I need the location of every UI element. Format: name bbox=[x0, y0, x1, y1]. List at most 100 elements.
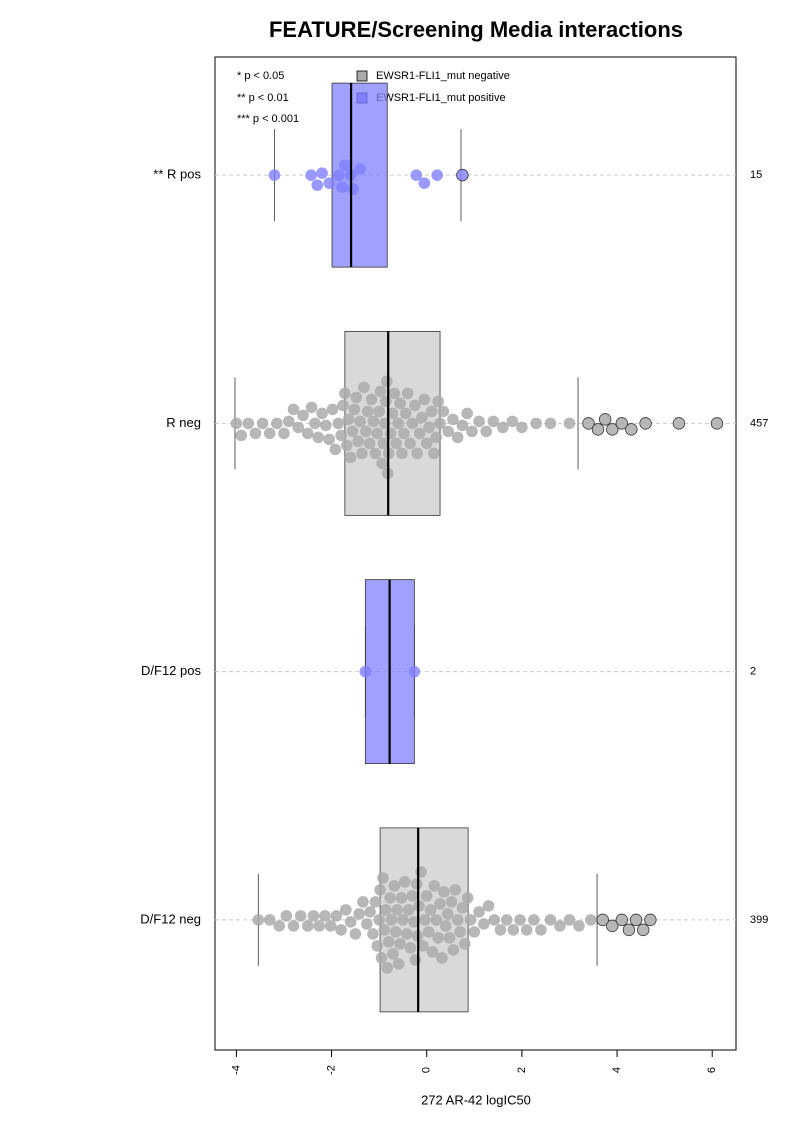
data-point bbox=[323, 177, 335, 189]
data-point bbox=[312, 431, 325, 444]
data-point bbox=[309, 417, 321, 430]
data-point bbox=[544, 914, 557, 926]
data-point bbox=[447, 944, 460, 956]
data-point bbox=[442, 425, 454, 438]
data-point bbox=[418, 393, 431, 406]
data-point bbox=[374, 884, 386, 896]
data-point bbox=[527, 914, 540, 926]
data-point bbox=[337, 399, 349, 412]
data-point bbox=[563, 914, 576, 926]
y-tick-label: ** R pos bbox=[153, 167, 201, 182]
data-point bbox=[416, 411, 428, 424]
data-point bbox=[410, 878, 423, 890]
data-point bbox=[443, 932, 456, 944]
data-point bbox=[387, 948, 399, 960]
data-point bbox=[488, 914, 501, 926]
data-point bbox=[359, 665, 372, 678]
data-point bbox=[386, 407, 399, 420]
data-point bbox=[394, 938, 406, 950]
data-point bbox=[342, 413, 355, 426]
data-point bbox=[301, 427, 314, 440]
data-point bbox=[409, 954, 422, 966]
data-point bbox=[637, 923, 650, 937]
data-point bbox=[373, 914, 385, 926]
data-point bbox=[434, 898, 446, 910]
data-point bbox=[428, 880, 441, 892]
data-point bbox=[487, 415, 500, 428]
data-point bbox=[454, 926, 466, 938]
data-point bbox=[313, 920, 326, 932]
data-point bbox=[352, 435, 365, 448]
data-point bbox=[235, 429, 247, 442]
data-point bbox=[434, 417, 446, 430]
data-point bbox=[367, 928, 379, 940]
data-point bbox=[294, 910, 307, 922]
data-point bbox=[482, 900, 495, 912]
data-point bbox=[348, 403, 361, 416]
data-point bbox=[384, 892, 396, 904]
data-point bbox=[456, 168, 469, 182]
data-point bbox=[625, 423, 638, 436]
count-label: 2 bbox=[750, 666, 756, 678]
count-label: 15 bbox=[750, 169, 762, 181]
data-point bbox=[430, 431, 443, 444]
data-point bbox=[307, 910, 320, 922]
data-point bbox=[305, 169, 317, 181]
data-point bbox=[390, 926, 402, 938]
data-point bbox=[432, 395, 444, 408]
data-point bbox=[606, 423, 619, 436]
data-point bbox=[430, 914, 443, 926]
data-point bbox=[347, 183, 359, 195]
data-point bbox=[360, 918, 373, 930]
data-point bbox=[408, 916, 420, 928]
data-point bbox=[271, 417, 283, 430]
data-point bbox=[441, 908, 454, 920]
data-point bbox=[287, 403, 300, 416]
data-point bbox=[395, 892, 408, 904]
data-point bbox=[461, 407, 473, 420]
count-label: 457 bbox=[750, 417, 768, 429]
data-point bbox=[380, 904, 392, 916]
data-point bbox=[622, 923, 636, 937]
data-point bbox=[392, 958, 405, 970]
data-point bbox=[373, 405, 385, 418]
data-point bbox=[390, 437, 403, 450]
data-point bbox=[263, 914, 276, 926]
data-point bbox=[360, 425, 372, 438]
data-point bbox=[339, 159, 351, 171]
data-point bbox=[357, 896, 369, 908]
data-point bbox=[377, 872, 389, 884]
data-point bbox=[420, 437, 433, 450]
x-axis-label: 272 AR-42 logIC50 bbox=[421, 1092, 531, 1107]
data-point bbox=[340, 439, 353, 452]
data-point bbox=[332, 169, 345, 181]
chart-title: FEATURE/Screening Media interactions bbox=[269, 17, 683, 42]
data-point bbox=[399, 407, 412, 420]
data-point bbox=[361, 405, 374, 418]
data-point bbox=[392, 417, 404, 430]
data-point bbox=[425, 405, 438, 418]
data-point bbox=[449, 884, 462, 896]
data-point bbox=[339, 387, 351, 400]
data-point bbox=[377, 437, 390, 450]
data-point bbox=[268, 169, 281, 181]
data-point bbox=[408, 665, 421, 678]
data-point bbox=[249, 427, 262, 440]
data-point bbox=[401, 387, 414, 400]
annotation: *** p < 0.001 bbox=[237, 113, 299, 125]
data-point bbox=[349, 928, 362, 940]
data-point bbox=[530, 417, 542, 430]
data-point bbox=[473, 415, 485, 428]
data-point bbox=[287, 920, 300, 932]
data-point bbox=[413, 427, 426, 440]
data-point bbox=[451, 914, 464, 926]
data-point bbox=[388, 387, 401, 400]
data-point bbox=[596, 913, 609, 927]
data-point bbox=[406, 890, 419, 902]
data-point bbox=[273, 920, 286, 932]
data-point bbox=[639, 417, 652, 430]
x-tick-label: 6 bbox=[706, 1067, 718, 1073]
data-point bbox=[400, 928, 413, 940]
data-point bbox=[371, 427, 384, 440]
